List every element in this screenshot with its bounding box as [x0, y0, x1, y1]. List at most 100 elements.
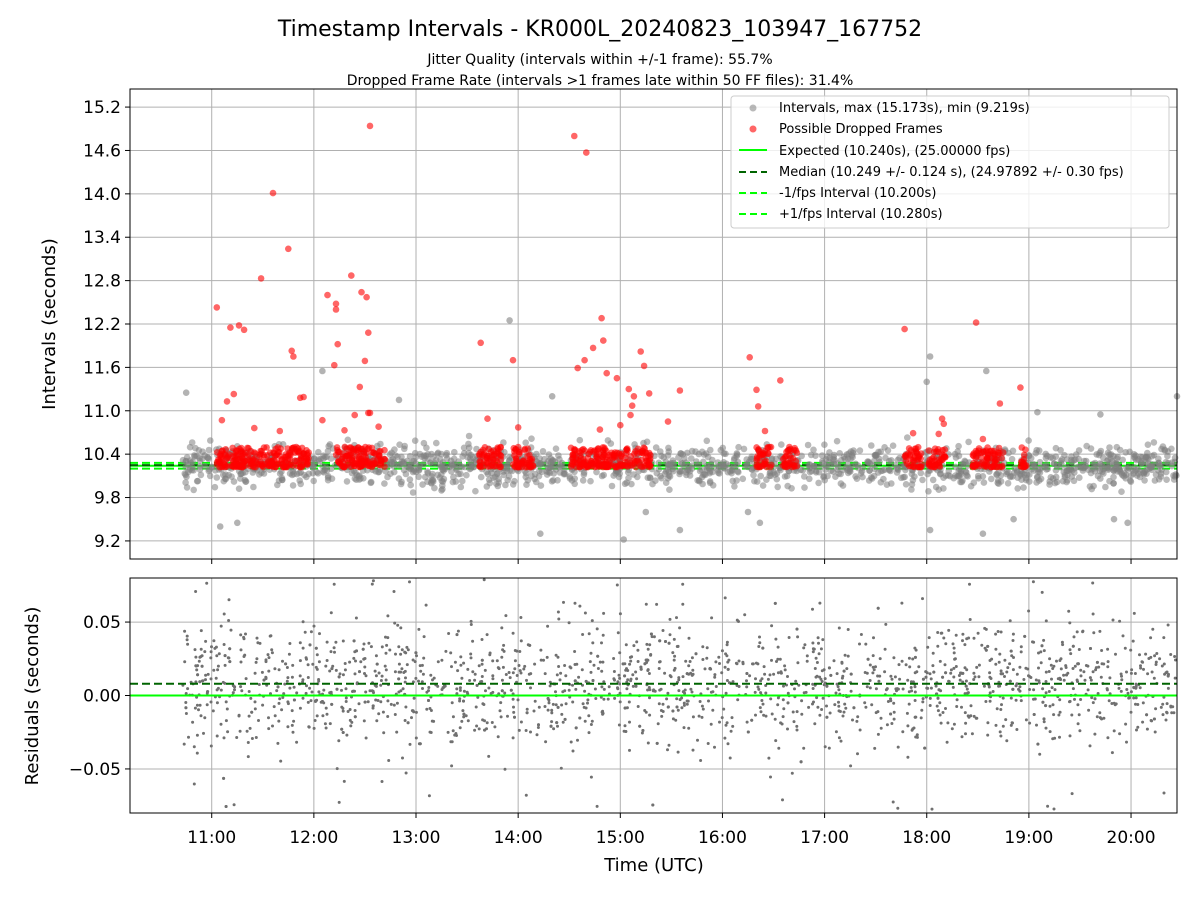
interval-point [983, 367, 990, 375]
interval-point [182, 389, 190, 397]
residual-point [999, 734, 1003, 738]
residual-point [427, 794, 431, 798]
dropped-frame-point [223, 398, 231, 405]
residual-point [774, 637, 778, 641]
residual-point [929, 677, 933, 681]
residual-point [769, 775, 772, 779]
top-y-tick-label: 12.2 [83, 315, 121, 335]
residual-point [1126, 691, 1130, 695]
residual-point [1008, 662, 1012, 666]
dropped-frame-point [223, 455, 230, 463]
residual-point [998, 652, 1002, 656]
residual-point [793, 687, 796, 691]
top-ticks: 9.29.810.411.011.612.212.813.414.014.615… [83, 98, 1132, 564]
interval-point [1144, 441, 1152, 449]
dropped-frame-point [477, 339, 485, 347]
interval-point [1164, 459, 1172, 467]
residual-point [1046, 804, 1050, 808]
interval-point [433, 439, 440, 447]
residual-point [318, 632, 321, 636]
residual-point [623, 724, 627, 728]
interval-point [1089, 460, 1097, 468]
residual-point [1076, 680, 1079, 683]
residual-point [714, 660, 718, 664]
residual-point [776, 671, 780, 675]
residual-point [306, 663, 310, 667]
residual-point [458, 697, 462, 701]
dropped-frame-point [341, 427, 348, 434]
interval-point [630, 471, 637, 478]
residual-point [672, 668, 676, 672]
interval-point [1127, 478, 1135, 486]
residual-point [839, 739, 843, 743]
residual-point [353, 672, 357, 676]
residual-point [582, 705, 586, 709]
residual-point [1139, 664, 1142, 668]
residual-point [511, 697, 515, 701]
residual-point [209, 700, 213, 704]
residual-point [786, 701, 790, 705]
residual-point [994, 647, 998, 651]
residual-point [512, 710, 516, 714]
residual-point [267, 716, 270, 720]
residual-point [652, 635, 656, 639]
residual-point [681, 675, 685, 679]
residual-point [1014, 698, 1018, 702]
residual-point [682, 726, 686, 730]
residual-point [874, 665, 877, 669]
dropped-frame-point [940, 420, 948, 428]
residual-point [959, 671, 963, 675]
dropped-frame-point [972, 319, 980, 326]
interval-point [955, 442, 962, 450]
residual-point [295, 740, 299, 744]
interval-point [204, 454, 211, 461]
residual-point [1133, 672, 1137, 675]
residual-point [193, 706, 197, 710]
residual-point [1120, 674, 1123, 678]
dropped-frame-point [381, 463, 388, 470]
residual-point [458, 726, 462, 730]
residual-point [376, 699, 380, 702]
residual-point [298, 674, 302, 678]
residual-point [329, 650, 333, 654]
interval-point [624, 469, 632, 476]
residual-point [250, 737, 254, 740]
residual-point [202, 731, 205, 735]
interval-point [875, 448, 882, 456]
residual-point [1154, 707, 1158, 711]
residual-point [1041, 700, 1045, 704]
residual-point [219, 624, 223, 628]
interval-point [1104, 449, 1112, 457]
residual-point [549, 724, 553, 728]
residual-point [965, 687, 969, 691]
interval-point [898, 474, 905, 482]
residual-point [1048, 657, 1052, 661]
residual-point [791, 710, 795, 714]
interval-point [1119, 456, 1126, 464]
dropped-frame-point [617, 421, 624, 429]
residual-point [240, 689, 244, 693]
dropped-frame-point [497, 452, 505, 460]
residual-point [329, 611, 333, 615]
interval-point [457, 483, 465, 491]
residual-point [1058, 698, 1062, 702]
residual-point [246, 755, 250, 759]
interval-point [1004, 480, 1012, 487]
interval-point [770, 469, 777, 476]
residual-point [779, 671, 783, 675]
dropped-frame-point [269, 189, 277, 197]
residual-point [734, 661, 738, 665]
residual-point [802, 646, 806, 650]
residual-point [906, 755, 910, 759]
residual-point [406, 648, 410, 652]
residual-point [724, 691, 728, 695]
residual-point [254, 660, 258, 664]
interval-point [884, 447, 892, 454]
interval-point [477, 473, 485, 481]
interval-point [664, 475, 672, 482]
residual-point [928, 704, 932, 707]
residual-point [301, 620, 305, 624]
residual-point [685, 699, 689, 703]
residual-point [1023, 634, 1027, 638]
residual-point [550, 720, 554, 724]
